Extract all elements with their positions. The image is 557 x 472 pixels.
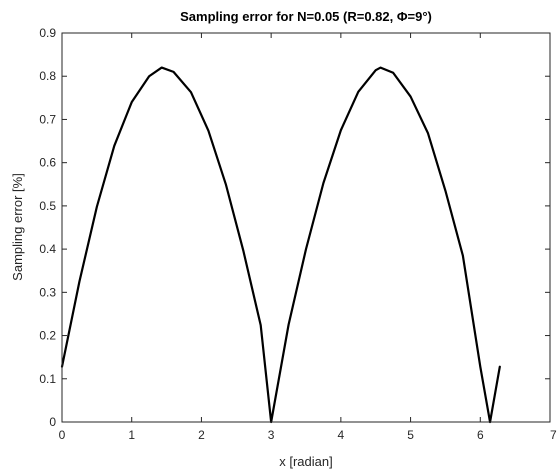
x-tick-label: 5 (407, 428, 414, 442)
x-tick-label: 4 (338, 428, 345, 442)
x-tick-label: 3 (268, 428, 275, 442)
y-tick-label: 0.9 (39, 26, 56, 40)
y-tick-label: 0.3 (39, 285, 56, 299)
y-axis-ticks: 0 0.1 0.2 0.3 0.4 0.5 0.6 0.7 0.8 0.9 (39, 26, 550, 429)
y-tick-label: 0 (49, 415, 56, 429)
y-tick-label: 0.4 (39, 242, 56, 256)
y-tick-label: 0.1 (39, 372, 56, 386)
series-line-sampling-error (60, 66, 501, 424)
y-tick-label: 0.6 (39, 156, 56, 170)
plot-frame (61, 32, 551, 423)
x-tick-label: 7 (550, 428, 557, 442)
x-tick-label: 2 (198, 428, 205, 442)
plot-area (62, 33, 550, 422)
x-axis-label: x [radian] (279, 454, 332, 469)
y-tick-label: 0.8 (39, 69, 56, 83)
x-axis-ticks: 0 1 2 3 4 5 6 7 (59, 33, 557, 442)
chart-title: Sampling error for N=0.05 (R=0.82, Φ=9°) (180, 9, 432, 24)
y-axis-label: Sampling error [%] (10, 173, 25, 281)
x-tick-label: 0 (59, 428, 66, 442)
x-tick-label: 6 (477, 428, 484, 442)
x-tick-label: 1 (128, 428, 135, 442)
y-tick-label: 0.5 (39, 199, 56, 213)
y-tick-label: 0.2 (39, 329, 56, 343)
y-tick-label: 0.7 (39, 112, 56, 126)
